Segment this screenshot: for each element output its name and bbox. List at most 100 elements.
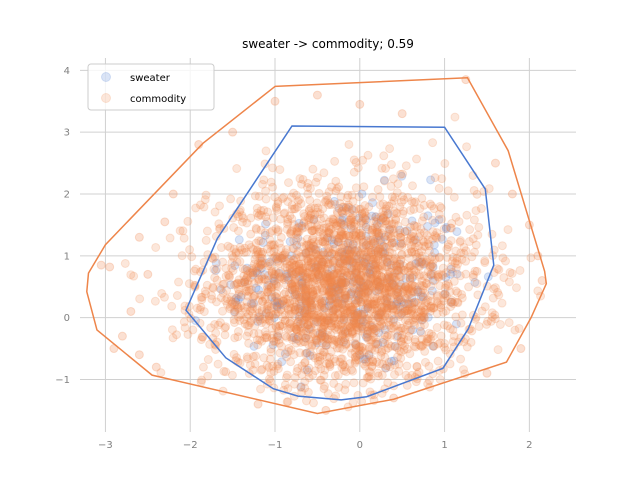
scatter-point bbox=[293, 233, 303, 243]
scatter-point bbox=[272, 302, 282, 312]
scatter-point bbox=[416, 312, 426, 322]
scatter-point bbox=[357, 253, 367, 263]
scatter-point bbox=[326, 282, 336, 292]
series-commodity-points bbox=[96, 75, 547, 415]
scatter-point bbox=[320, 332, 330, 342]
scatter-point bbox=[343, 238, 353, 248]
scatter-point bbox=[468, 272, 478, 282]
scatter-point bbox=[356, 277, 366, 287]
scatter-point bbox=[331, 176, 341, 186]
scatter-point bbox=[167, 325, 177, 335]
scatter-point bbox=[282, 271, 292, 281]
scatter-point bbox=[406, 306, 416, 316]
scatter-point bbox=[323, 291, 333, 301]
scatter-point bbox=[317, 297, 327, 307]
scatter-point bbox=[351, 268, 361, 278]
scatter-point bbox=[312, 338, 322, 348]
scatter-point bbox=[397, 308, 407, 318]
scatter-point bbox=[390, 341, 400, 351]
scatter-point bbox=[168, 333, 178, 343]
scatter-point bbox=[328, 257, 338, 267]
scatter-point bbox=[327, 235, 337, 245]
scatter-point bbox=[426, 175, 436, 185]
scatter-point bbox=[362, 329, 372, 339]
scatter-point bbox=[233, 332, 243, 342]
scatter-point bbox=[316, 251, 326, 261]
scatter-point bbox=[412, 222, 422, 232]
scatter-point bbox=[289, 188, 299, 198]
scatter-point bbox=[467, 252, 477, 262]
scatter-point bbox=[318, 247, 328, 257]
scatter-point bbox=[273, 332, 283, 342]
scatter-point bbox=[287, 214, 297, 224]
scatter-point bbox=[323, 269, 333, 279]
scatter-point bbox=[177, 251, 187, 261]
scatter-point bbox=[319, 303, 329, 313]
x-tick-label: 1 bbox=[441, 440, 447, 451]
scatter-point bbox=[354, 274, 364, 284]
scatter-point bbox=[490, 310, 500, 320]
scatter-point bbox=[261, 146, 271, 156]
scatter-point bbox=[105, 262, 115, 272]
scatter-point bbox=[341, 203, 351, 213]
scatter-point bbox=[332, 279, 342, 289]
scatter-point bbox=[198, 332, 208, 342]
scatter-point bbox=[354, 192, 364, 202]
scatter-point bbox=[307, 235, 317, 245]
scatter-point bbox=[306, 298, 316, 308]
scatter-point bbox=[424, 246, 434, 256]
scatter-point bbox=[441, 272, 451, 282]
scatter-point bbox=[334, 284, 344, 294]
scatter-point bbox=[396, 238, 406, 248]
scatter-point bbox=[359, 250, 369, 260]
scatter-point bbox=[242, 266, 252, 276]
scatter-point bbox=[372, 220, 382, 230]
y-tick-label: 3 bbox=[64, 128, 70, 139]
scatter-point bbox=[345, 359, 355, 369]
scatter-point bbox=[397, 249, 407, 259]
scatter-point bbox=[447, 297, 457, 307]
scatter-point bbox=[394, 259, 404, 269]
scatter-point bbox=[374, 310, 384, 320]
scatter-point bbox=[433, 272, 443, 282]
scatter-point bbox=[208, 282, 218, 292]
scatter-point bbox=[312, 275, 322, 285]
scatter-point bbox=[349, 155, 359, 165]
scatter-point bbox=[393, 179, 403, 189]
scatter-point bbox=[256, 210, 266, 220]
scatter-point bbox=[386, 181, 396, 191]
scatter-point bbox=[174, 277, 184, 287]
scatter-point bbox=[354, 286, 364, 296]
scatter-point bbox=[230, 307, 240, 317]
scatter-point bbox=[312, 90, 322, 100]
scatter-point bbox=[302, 254, 312, 264]
scatter-point bbox=[286, 267, 296, 277]
scatter-point bbox=[274, 268, 284, 278]
scatter-point bbox=[317, 338, 327, 348]
scatter-point bbox=[264, 311, 274, 321]
scatter-point bbox=[228, 252, 238, 262]
scatter-point bbox=[355, 99, 365, 109]
scatter-point bbox=[399, 307, 409, 317]
scatter-point bbox=[315, 274, 325, 284]
scatter-point bbox=[302, 348, 312, 358]
scatter-point bbox=[197, 295, 207, 305]
scatter-point bbox=[432, 296, 442, 306]
scatter-point bbox=[399, 195, 409, 205]
scatter-point bbox=[319, 296, 329, 306]
scatter-point bbox=[271, 266, 281, 276]
scatter-point bbox=[321, 405, 331, 415]
scatter-point bbox=[359, 282, 369, 292]
scatter-point bbox=[360, 247, 370, 257]
scatter-point bbox=[387, 273, 397, 283]
scatter-point bbox=[437, 214, 447, 224]
scatter-point bbox=[401, 282, 411, 292]
scatter-point bbox=[373, 277, 383, 287]
scatter-point bbox=[335, 258, 345, 268]
scatter-point bbox=[221, 263, 231, 273]
scatter-point bbox=[376, 212, 386, 222]
scatter-point bbox=[371, 296, 381, 306]
scatter-point bbox=[301, 288, 311, 298]
scatter-point bbox=[363, 279, 373, 289]
scatter-point bbox=[244, 338, 254, 348]
